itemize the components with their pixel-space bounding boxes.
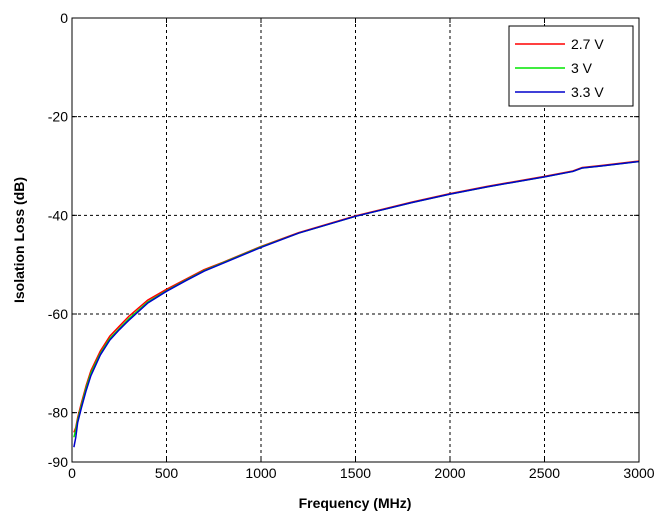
y-tick-label: -80 [48,405,68,421]
x-tick-label: 1000 [245,465,276,481]
x-tick-label: 0 [68,465,76,481]
legend-entry-label: 3.3 V [571,84,604,100]
y-tick-label: -90 [48,454,68,470]
legend-entry-label: 2.7 V [571,36,604,52]
y-tick-label: -60 [48,306,68,322]
x-tick-label: 2500 [529,465,560,481]
y-axis-label: Isolation Loss (dB) [11,177,27,303]
legend: 2.7 V 3 V 3.3 V [508,25,634,107]
x-tick-label: 500 [155,465,179,481]
y-tick-label: -40 [48,207,68,223]
axis-ticks [71,17,640,463]
series-lines [73,160,640,448]
legend-entry-label: 3 V [571,60,593,76]
x-tick-label: 3000 [623,465,654,481]
y-tick-label: -20 [48,109,68,125]
series-line-3 [73,160,640,448]
x-axis-label: Frequency (MHz) [299,495,412,511]
x-tick-label: 1500 [340,465,371,481]
x-tick-label: 2000 [434,465,465,481]
y-tick-label: 0 [60,10,68,26]
y-tick-labels: 0 -20 -40 -60 -80 -90 [48,10,68,470]
x-tick-labels: 0 500 1000 1500 2000 2500 3000 [68,465,655,481]
